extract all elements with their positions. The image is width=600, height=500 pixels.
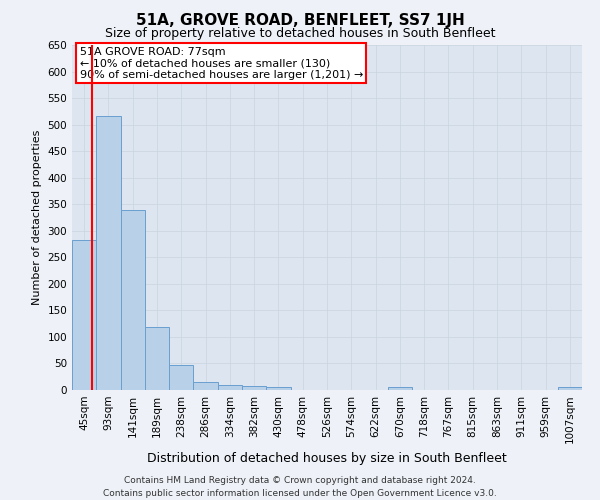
Bar [218, 384, 242, 390]
Bar [121, 210, 145, 390]
Bar [266, 388, 290, 390]
Text: Contains HM Land Registry data © Crown copyright and database right 2024.
Contai: Contains HM Land Registry data © Crown c… [103, 476, 497, 498]
Bar [169, 365, 193, 390]
Bar [72, 240, 96, 390]
Bar [145, 328, 169, 390]
Bar [388, 388, 412, 390]
Bar [558, 388, 582, 390]
Bar [96, 116, 121, 390]
Y-axis label: Number of detached properties: Number of detached properties [32, 130, 42, 305]
Bar [193, 382, 218, 390]
Text: 51A, GROVE ROAD, BENFLEET, SS7 1JH: 51A, GROVE ROAD, BENFLEET, SS7 1JH [136, 12, 464, 28]
Bar [242, 386, 266, 390]
Text: 51A GROVE ROAD: 77sqm
← 10% of detached houses are smaller (130)
90% of semi-det: 51A GROVE ROAD: 77sqm ← 10% of detached … [80, 46, 363, 80]
Text: Size of property relative to detached houses in South Benfleet: Size of property relative to detached ho… [105, 28, 495, 40]
X-axis label: Distribution of detached houses by size in South Benfleet: Distribution of detached houses by size … [147, 452, 507, 464]
